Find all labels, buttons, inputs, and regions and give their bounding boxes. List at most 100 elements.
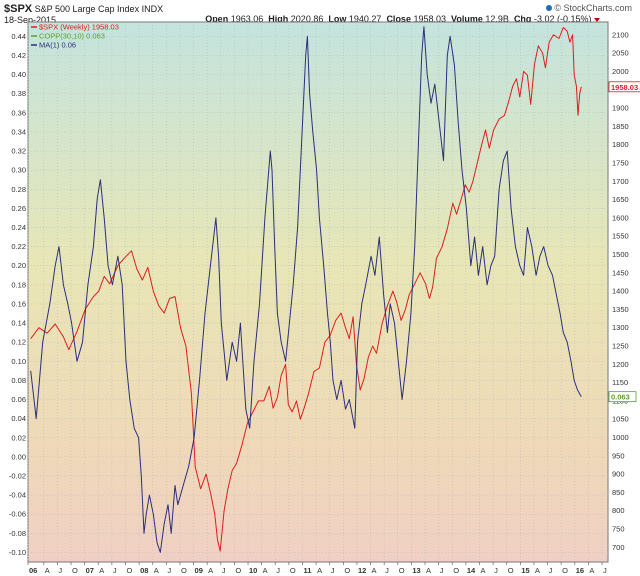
x-tick-label: 08 (140, 566, 148, 575)
chg-label: Chg (513, 14, 532, 24)
x-tick-label: 12 (358, 566, 366, 575)
y-left-tick-label: -0.02 (9, 471, 26, 480)
y-right-tick-label: 1050 (612, 415, 629, 424)
x-tick-label: 10 (249, 566, 257, 575)
volume-value: 12.9B (485, 14, 509, 24)
y-left-tick-label: 0.32 (11, 147, 26, 156)
y-right-tick-label: 1900 (612, 104, 629, 113)
y-left-tick-label: 0.30 (11, 166, 26, 175)
x-tick-label: O (126, 566, 132, 575)
y-right-tick-label: 1400 (612, 287, 629, 296)
legend-entry: $SPX (Weekly) 1958.03 (39, 23, 119, 32)
y-right-tick-label: 950 (612, 451, 625, 460)
y-axis-right: 7007508008509009501000105011001150120012… (612, 30, 629, 552)
high-value: 2020.86 (290, 14, 324, 24)
y-right-tick-label: 2000 (612, 67, 629, 76)
y-left-tick-label: -0.04 (9, 491, 26, 500)
y-left-tick-label: 0.18 (11, 280, 26, 289)
y-right-tick-label: 1250 (612, 342, 629, 351)
y-left-tick-label: 0.40 (11, 70, 26, 79)
x-tick-label: J (385, 566, 389, 575)
x-tick-label: A (426, 566, 431, 575)
last-value-label: 1958.03 (611, 83, 638, 92)
x-tick-label: J (331, 566, 335, 575)
y-right-tick-label: 1700 (612, 177, 629, 186)
x-tick-label: A (208, 566, 213, 575)
index-name: S&P 500 Large Cap Index (34, 4, 140, 14)
x-tick-label: 09 (195, 566, 203, 575)
y-right-tick-label: 2050 (612, 49, 629, 58)
y-right-tick-label: 900 (612, 470, 625, 479)
x-tick-label: J (549, 566, 553, 575)
close-label: Close (386, 14, 411, 24)
y-right-tick-label: 1600 (612, 213, 629, 222)
y-left-tick-label: 0.38 (11, 89, 26, 98)
x-tick-label: J (167, 566, 171, 575)
brand-row: © StockCharts.com (545, 3, 632, 13)
y-left-tick-label: 0.02 (11, 433, 26, 442)
x-tick-label: J (276, 566, 280, 575)
x-tick-label: A (589, 566, 594, 575)
y-right-tick-label: 1350 (612, 305, 629, 314)
x-tick-label: 13 (412, 566, 420, 575)
y-right-tick-label: 1650 (612, 195, 629, 204)
y-right-tick-label: 1850 (612, 122, 629, 131)
y-left-tick-label: 0.28 (11, 185, 26, 194)
y-left-tick-label: 0.06 (11, 395, 26, 404)
chart-title-row: $SPX S&P 500 Large Cap Index INDX (4, 3, 163, 15)
low-label: Low (328, 14, 347, 24)
y-left-tick-label: 0.14 (11, 319, 26, 328)
y-right-tick-label: 1500 (612, 250, 629, 259)
open-value: 1963.06 (230, 14, 264, 24)
symbol: $SPX (4, 3, 33, 15)
triangle-down-icon (594, 17, 600, 22)
plot-background (27, 21, 609, 563)
x-tick-label: O (562, 566, 568, 575)
x-axis: 06 A J O 07 A J O 08 A J O 09 A J O 10 A J O 11 A J O 12 A J O 13 A J O… (27, 562, 607, 575)
x-tick-label: O (508, 566, 514, 575)
legend-entry: MA(1) 0.06 (39, 41, 76, 50)
y-right-tick-label: 1200 (612, 360, 629, 369)
y-left-tick-label: 0.42 (11, 51, 26, 60)
x-tick-label: 14 (467, 566, 476, 575)
x-tick-label: 07 (86, 566, 94, 575)
y-left-tick-label: -0.08 (9, 529, 26, 538)
x-tick-label: 15 (521, 566, 529, 575)
y-left-tick-label: 0.20 (11, 261, 26, 270)
value-markers: 1958.03 0.063 (608, 81, 640, 403)
x-tick-label: A (535, 566, 540, 575)
series-line (30, 26, 582, 553)
exchange: INDX (141, 4, 164, 14)
last-value-box (608, 81, 640, 93)
chg-value: -3.02 (-0.15%) (533, 14, 592, 24)
last-value-label: 0.063 (611, 393, 630, 402)
y-right-tick-label: 1150 (612, 378, 628, 387)
y-axis-left: -0.10 -0.08 -0.06 -0.04 -0.02 0.00 0.02 0.04 0.0… (9, 32, 26, 557)
y-left-tick-label: 0.36 (11, 108, 26, 117)
series-line (30, 27, 582, 552)
y-right-tick-label: 1450 (612, 268, 629, 277)
x-tick-label: 11 (303, 566, 311, 575)
x-tick-label: A (99, 566, 104, 575)
y-left-tick-label: 0.04 (11, 414, 26, 423)
x-tick-label: A (154, 566, 159, 575)
x-tick-label: O (344, 566, 350, 575)
y-left-tick-label: 0.34 (11, 127, 26, 136)
x-tick-label: O (399, 566, 405, 575)
x-tick-label: O (290, 566, 296, 575)
x-tick-label: A (372, 566, 377, 575)
x-tick-label: O (181, 566, 187, 575)
grid (27, 22, 608, 562)
x-tick-label: 06 (29, 566, 37, 575)
y-right-tick-label: 1300 (612, 323, 629, 332)
y-left-tick-label: 0.22 (11, 242, 26, 251)
y-right-tick-label: 1750 (612, 158, 629, 167)
x-tick-label: O (453, 566, 459, 575)
y-right-tick-label: 850 (612, 488, 625, 497)
legend-entry: COPP(30,10) 0.063 (39, 32, 105, 41)
chart-date: 18-Sep-2015 (4, 15, 57, 25)
x-tick-label: A (263, 566, 268, 575)
y-right-tick-label: 2100 (612, 30, 629, 39)
series-lines (30, 26, 582, 553)
